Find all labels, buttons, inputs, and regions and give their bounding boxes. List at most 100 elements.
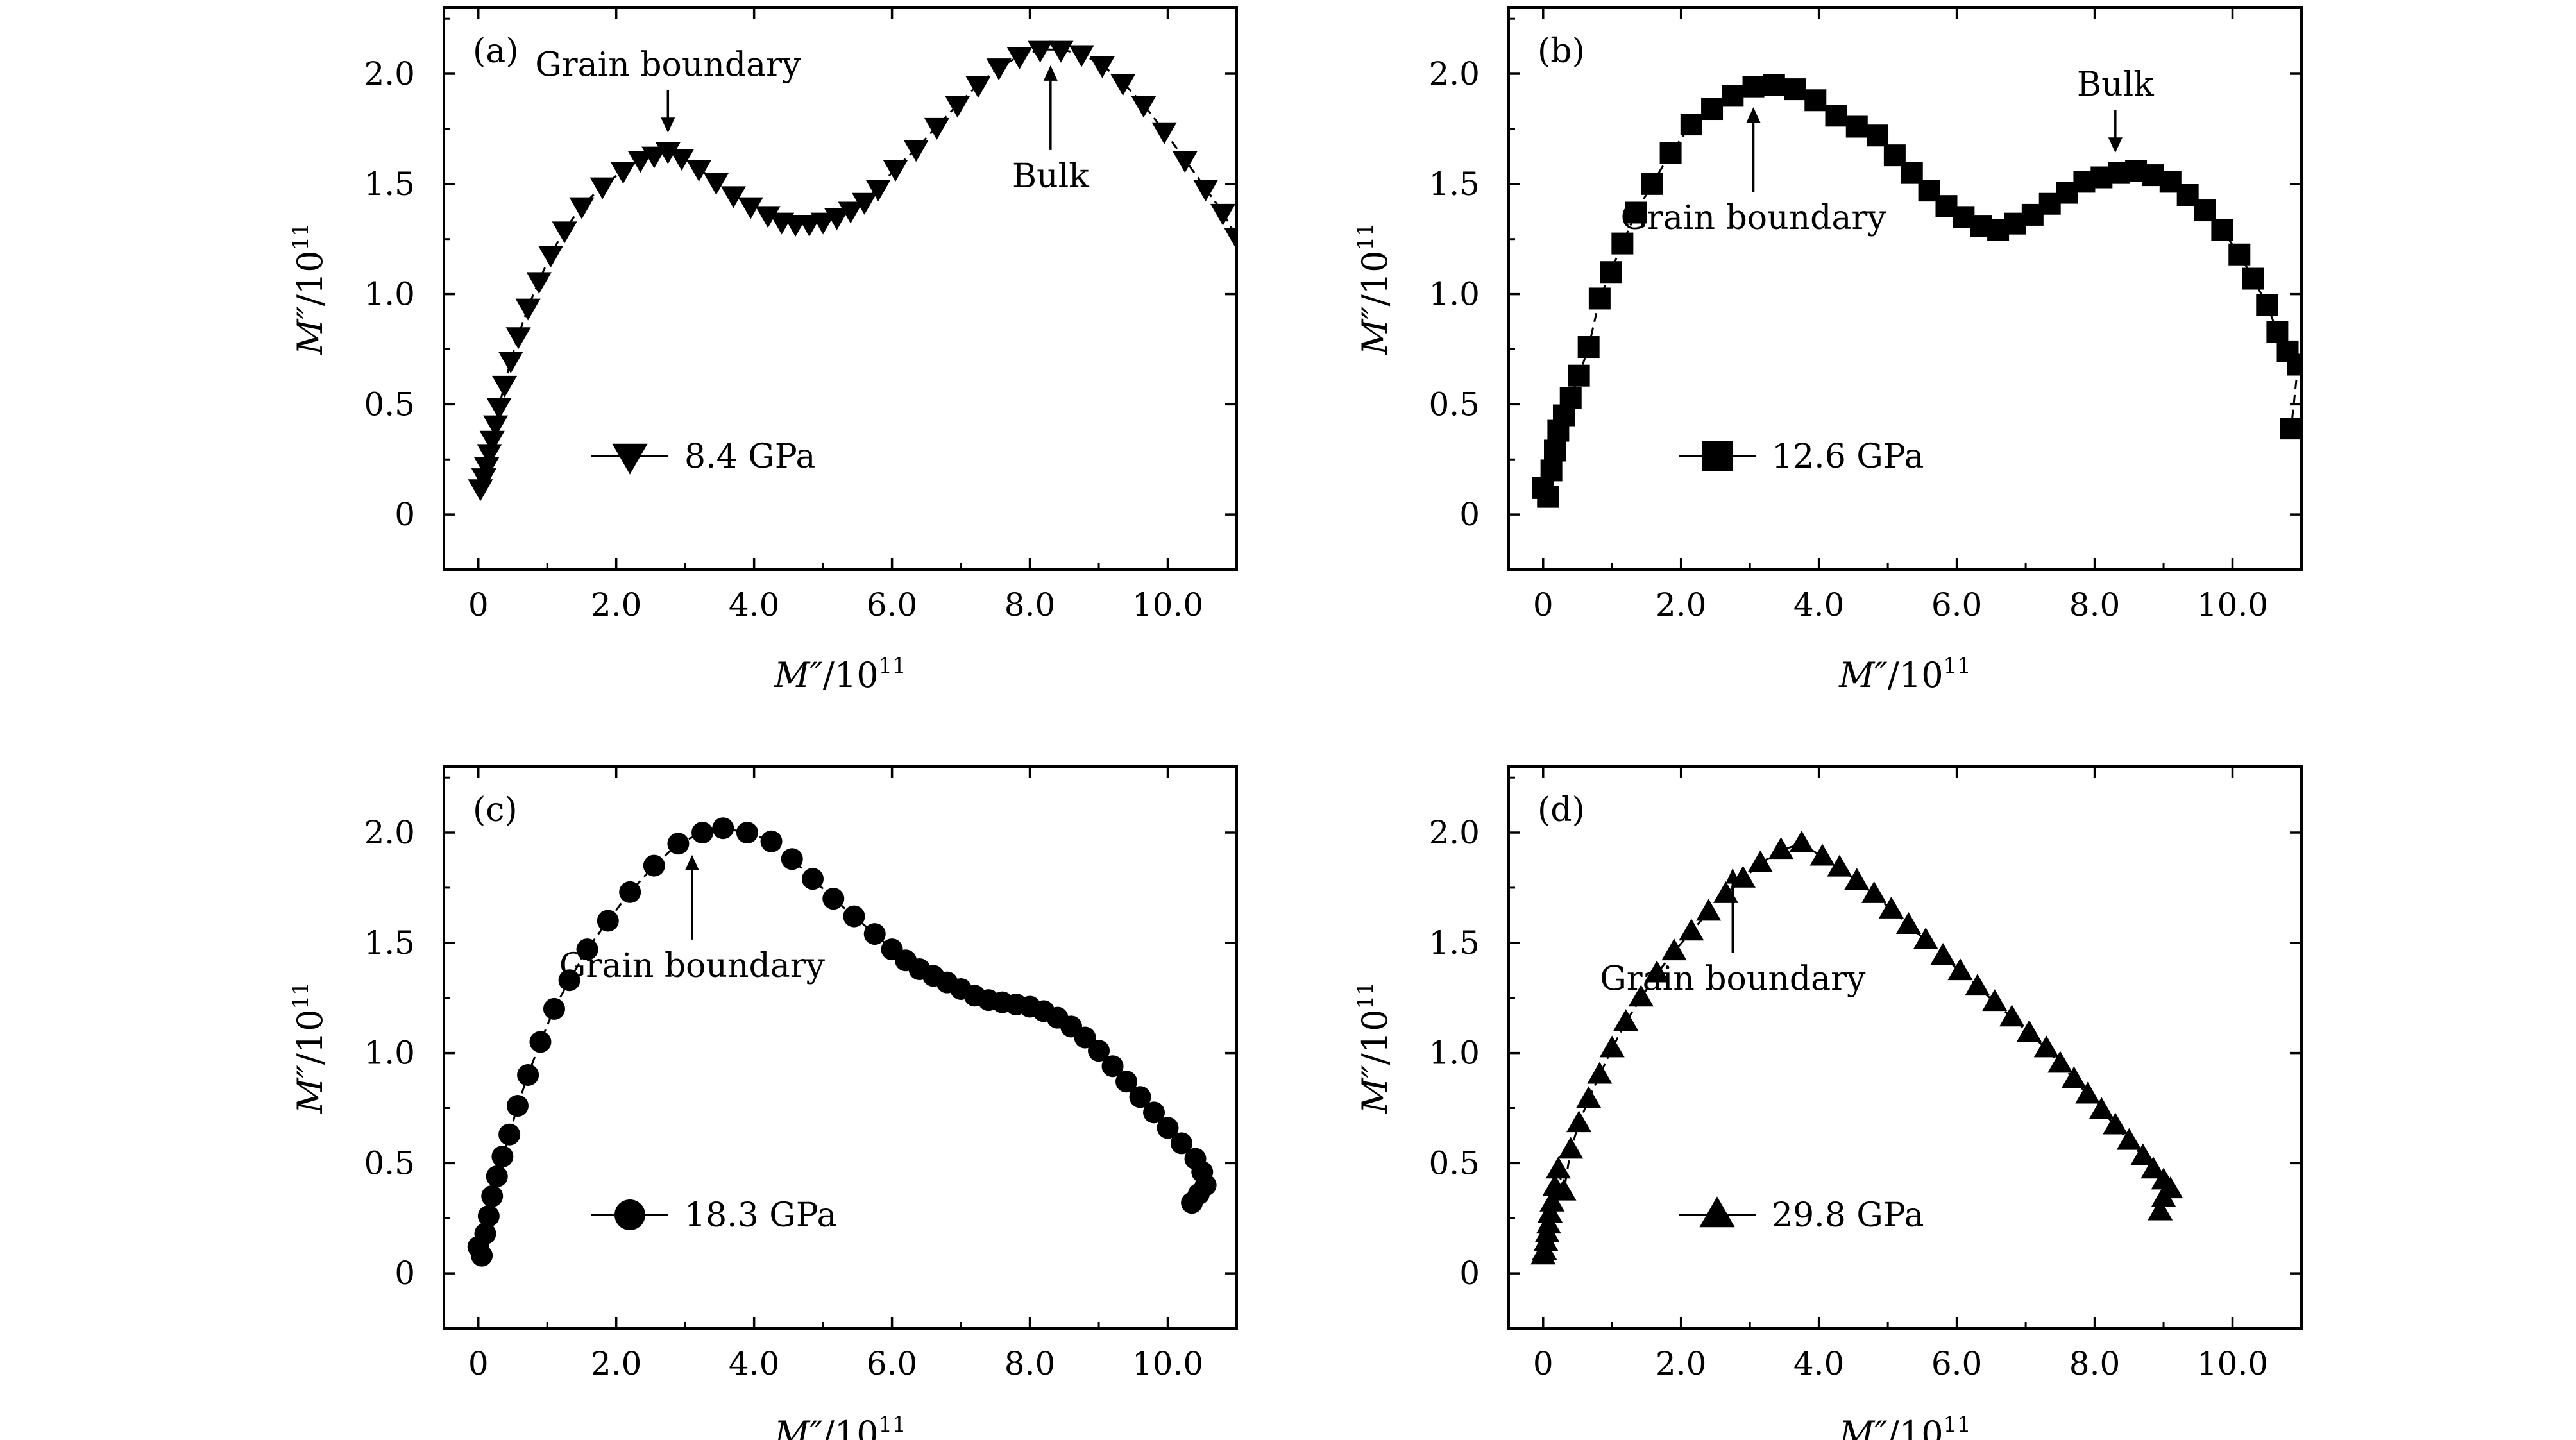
data-point — [1844, 868, 1870, 890]
data-point — [474, 1223, 496, 1245]
x-axis-label-base: /10 — [823, 655, 879, 695]
data-point — [515, 298, 541, 321]
plot-frame — [443, 6, 1238, 571]
x-tick-label: 10.0 — [1132, 586, 1203, 623]
data-point — [2266, 320, 2289, 343]
x-tick-label: 8.0 — [2069, 1345, 2121, 1382]
annotation-arrowhead — [684, 854, 699, 870]
panel-label: (d) — [1538, 791, 1585, 829]
data-point — [903, 140, 929, 162]
data-point — [505, 327, 531, 350]
x-axis-label: M″/1011 — [774, 653, 906, 695]
data-point — [1825, 105, 1847, 127]
panel-b: 0 2.0 4.0 6.0 8.0 10.000.51.01.52.0M″/1011M″/… — [1353, 6, 2303, 695]
panel-d: 0 2.0 4.0 6.0 8.0 10.000.51.01.52.0M″/1011M″/… — [1353, 765, 2303, 1440]
data-point — [883, 160, 908, 182]
data-point — [1722, 85, 1744, 107]
data-point — [529, 1031, 552, 1053]
data-layer — [1530, 830, 2183, 1265]
x-axis-label-exponent: 11 — [1944, 1412, 1971, 1437]
data-point — [2075, 1081, 2101, 1104]
data-point — [686, 160, 712, 182]
data-point — [481, 1185, 504, 1207]
x-tick-label: 4.0 — [1793, 1345, 1845, 1382]
data-point — [552, 221, 577, 244]
data-point — [641, 146, 667, 169]
annotation: Grain boundary — [559, 854, 826, 985]
data-point — [1613, 1009, 1639, 1031]
annotation-label: Grain boundary — [1620, 199, 1886, 237]
legend-label: 29.8 GPa — [1772, 1196, 1924, 1235]
series-line — [477, 827, 1207, 1260]
data-point — [2140, 1156, 2166, 1179]
legend: 18.3 GPa — [591, 1196, 837, 1235]
plot-frame — [1507, 6, 2303, 571]
data-point — [2148, 1198, 2173, 1221]
data-point — [824, 208, 850, 230]
data-point — [543, 997, 565, 1020]
x-tick-label: 6.0 — [1931, 586, 1983, 623]
data-point — [667, 833, 690, 855]
y-tick-label: 1.0 — [364, 1035, 415, 1072]
x-tick-label: 2.0 — [1656, 1345, 1707, 1382]
data-point — [852, 192, 877, 215]
data-point — [610, 162, 636, 184]
data-point — [486, 398, 512, 420]
data-point — [597, 910, 619, 932]
data-point — [865, 180, 891, 202]
data-point — [2228, 243, 2251, 266]
data-point — [1576, 1086, 1602, 1108]
data-point — [558, 969, 580, 992]
x-axis-label-var: M″ — [774, 1414, 822, 1440]
data-point — [2256, 294, 2278, 316]
data-point — [1536, 1212, 1561, 1234]
data-point — [569, 197, 595, 219]
y-axis-label-exponent: 11 — [288, 223, 314, 250]
data-point — [1827, 854, 1852, 877]
data-point — [1101, 1055, 1124, 1078]
data-point — [2033, 1035, 2059, 1058]
x-tick-label: 0 — [468, 586, 489, 623]
data-point — [1784, 78, 1806, 101]
y-axis-label-var: M″ — [1355, 306, 1395, 355]
y-axis-label-exponent: 11 — [288, 981, 314, 1009]
y-axis-label-exponent: 11 — [1353, 981, 1378, 1009]
data-point — [1768, 837, 1794, 860]
x-axis-label-exponent: 11 — [1944, 653, 1971, 679]
data-point — [1789, 830, 1815, 852]
plot-frame — [1507, 765, 2303, 1330]
x-axis-label-exponent: 11 — [879, 653, 906, 679]
y-axis-label-exponent: 11 — [1353, 223, 1378, 250]
data-point — [738, 197, 763, 219]
data-point — [703, 173, 729, 195]
annotation-label: Bulk — [1012, 157, 1089, 196]
data-point — [1537, 1200, 1563, 1223]
x-tick-label: 6.0 — [1931, 1345, 1983, 1382]
data-point — [1210, 203, 1236, 226]
x-axis-label-base: /10 — [823, 1414, 879, 1440]
x-tick-label: 8.0 — [1004, 1345, 1056, 1382]
data-point — [517, 1063, 539, 1086]
annotation: Bulk — [1012, 65, 1089, 196]
y-tick-label: 2.0 — [1428, 55, 1480, 92]
data-point — [1895, 911, 1921, 934]
x-tick-label: 10.0 — [1132, 1345, 1203, 1382]
y-axis-label: M″/1011 — [288, 981, 330, 1114]
data-point — [1566, 1110, 1592, 1133]
series-line — [1542, 83, 2300, 500]
x-axis-label-var: M″ — [774, 655, 822, 695]
annotation-label: Bulk — [2077, 65, 2154, 104]
data-point — [1577, 336, 1600, 359]
y-tick-label: 0.5 — [364, 1144, 415, 1182]
x-axis-label: M″/1011 — [774, 1412, 906, 1440]
data-point — [2116, 1128, 2142, 1150]
data-point — [655, 142, 681, 164]
data-point — [1982, 989, 2008, 1012]
data-point — [2089, 1097, 2114, 1119]
annotation-arrowhead — [1725, 868, 1740, 884]
data-point — [2280, 418, 2301, 440]
data-point — [471, 1244, 493, 1267]
series-line — [479, 48, 1237, 489]
data-point — [1171, 1132, 1193, 1155]
